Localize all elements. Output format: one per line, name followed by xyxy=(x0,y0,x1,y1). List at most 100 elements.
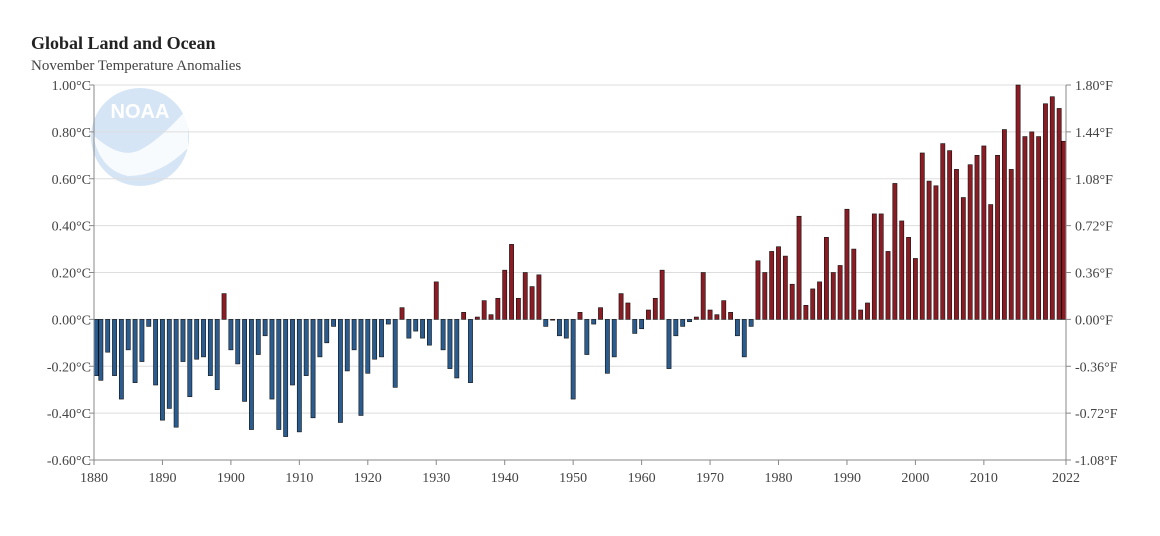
bar-2005[interactable] xyxy=(947,150,953,320)
bar-1994[interactable] xyxy=(871,213,877,320)
bar-1971[interactable] xyxy=(714,314,720,320)
bar-1975[interactable] xyxy=(741,319,747,358)
bar-1883[interactable] xyxy=(112,319,117,376)
bar-1881[interactable] xyxy=(98,319,104,381)
bar-1960[interactable] xyxy=(639,319,645,330)
bar-1998[interactable] xyxy=(899,220,905,320)
bar-1910[interactable] xyxy=(296,319,302,433)
bar-1888[interactable] xyxy=(146,319,152,327)
bar-1894[interactable] xyxy=(187,319,193,398)
bar-1956[interactable] xyxy=(611,319,617,358)
bar-1989[interactable] xyxy=(837,265,843,320)
bar-1915[interactable] xyxy=(331,319,336,327)
bar-2004[interactable] xyxy=(940,143,946,320)
bar-2010[interactable] xyxy=(981,145,987,320)
bar-1926[interactable] xyxy=(406,319,412,339)
bar-1952[interactable] xyxy=(584,319,590,355)
bar-1946[interactable] xyxy=(543,319,549,327)
bar-1892[interactable] xyxy=(173,319,179,428)
bar-1925[interactable] xyxy=(399,307,405,320)
bar-1899[interactable] xyxy=(221,293,227,320)
bar-2012[interactable] xyxy=(995,155,1000,320)
bar-1916[interactable] xyxy=(338,319,343,423)
bar-1919[interactable] xyxy=(358,319,364,416)
bar-1934[interactable] xyxy=(461,312,467,320)
bar-1900[interactable] xyxy=(228,319,234,351)
bar-1976[interactable] xyxy=(748,319,754,327)
bar-1982[interactable] xyxy=(789,283,795,320)
bar-1977[interactable] xyxy=(755,260,761,320)
bar-1959[interactable] xyxy=(632,319,638,334)
bar-1927[interactable] xyxy=(413,319,419,332)
bar-1996[interactable] xyxy=(885,251,891,320)
bar-1965[interactable] xyxy=(673,319,679,337)
bar-1929[interactable] xyxy=(426,319,432,346)
bar-1979[interactable] xyxy=(769,251,775,320)
bar-1906[interactable] xyxy=(269,319,275,400)
bar-2000[interactable] xyxy=(912,258,918,320)
bar-1905[interactable] xyxy=(262,319,268,337)
bar-1993[interactable] xyxy=(865,302,870,320)
bar-1949[interactable] xyxy=(563,319,569,339)
bar-1986[interactable] xyxy=(817,281,822,320)
bar-1901[interactable] xyxy=(235,319,241,365)
bar-2015[interactable] xyxy=(1015,84,1021,320)
bar-1904[interactable] xyxy=(255,319,261,355)
bar-1891[interactable] xyxy=(166,319,172,409)
bar-1923[interactable] xyxy=(385,319,391,325)
bar-1961[interactable] xyxy=(646,309,651,320)
bar-1974[interactable] xyxy=(735,319,740,337)
bar-1964[interactable] xyxy=(666,319,672,369)
bar-1937[interactable] xyxy=(481,300,487,320)
bar-2006[interactable] xyxy=(954,169,959,320)
bar-2018[interactable] xyxy=(1036,136,1042,320)
bar-1997[interactable] xyxy=(892,183,898,320)
bar-1951[interactable] xyxy=(577,312,583,320)
bar-1967[interactable] xyxy=(687,319,692,323)
bar-1942[interactable] xyxy=(515,297,521,320)
bar-1945[interactable] xyxy=(536,274,542,320)
bar-1882[interactable] xyxy=(105,319,111,353)
bar-1980[interactable] xyxy=(776,246,781,320)
bar-1885[interactable] xyxy=(125,319,131,351)
bar-1920[interactable] xyxy=(365,319,371,374)
bar-2002[interactable] xyxy=(926,180,932,320)
bar-1918[interactable] xyxy=(351,319,357,351)
bar-1981[interactable] xyxy=(782,255,788,320)
bar-1957[interactable] xyxy=(618,293,624,320)
bar-1995[interactable] xyxy=(878,213,884,320)
bar-2008[interactable] xyxy=(967,164,973,320)
bar-1890[interactable] xyxy=(160,319,165,421)
bar-1917[interactable] xyxy=(344,319,350,372)
bar-1954[interactable] xyxy=(598,307,603,320)
bar-1912[interactable] xyxy=(310,319,316,419)
bar-1931[interactable] xyxy=(440,319,446,351)
bar-1898[interactable] xyxy=(214,319,220,390)
bar-1922[interactable] xyxy=(379,319,384,358)
bar-1987[interactable] xyxy=(824,237,829,320)
bar-2001[interactable] xyxy=(919,152,925,320)
bar-1935[interactable] xyxy=(468,319,473,383)
bar-1963[interactable] xyxy=(659,269,665,320)
bar-2011[interactable] xyxy=(988,204,994,320)
bar-1950[interactable] xyxy=(570,319,576,400)
bar-1984[interactable] xyxy=(803,305,809,320)
bar-1985[interactable] xyxy=(810,288,816,320)
bar-2014[interactable] xyxy=(1008,169,1014,320)
bar-1908[interactable] xyxy=(283,319,289,437)
bar-1896[interactable] xyxy=(201,319,206,358)
bar-1889[interactable] xyxy=(153,319,159,386)
bar-1955[interactable] xyxy=(604,319,610,374)
bar-1907[interactable] xyxy=(276,319,282,430)
bar-1948[interactable] xyxy=(557,319,562,337)
bar-1978[interactable] xyxy=(762,272,768,320)
bar-1938[interactable] xyxy=(488,314,494,320)
bar-1941[interactable] xyxy=(509,244,514,320)
bar-1962[interactable] xyxy=(652,297,658,320)
bar-2016[interactable] xyxy=(1022,136,1028,320)
bar-1909[interactable] xyxy=(290,319,295,386)
bar-2019[interactable] xyxy=(1043,103,1048,320)
bar-1973[interactable] xyxy=(728,312,733,320)
bar-1932[interactable] xyxy=(447,319,453,369)
bar-1903[interactable] xyxy=(249,319,254,430)
